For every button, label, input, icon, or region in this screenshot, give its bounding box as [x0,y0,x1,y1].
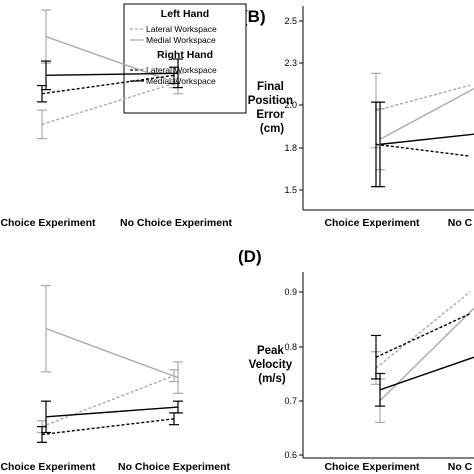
panel-label-d: (D) [238,247,262,266]
series-line-right-hand-lateral-workspace [41,74,175,95]
y-tick-label: 0.8 [284,342,297,352]
y-axis-title-b-line: Position [248,95,293,107]
series-line-left-hand-lateral-workspace [375,84,471,112]
series-line-right-hand-lateral-workspace [41,418,175,436]
series-line-left-hand-lateral-workspace [375,291,471,369]
x-category-label: No C [448,217,473,229]
y-axis-title-b-line: Final [257,81,284,93]
x-category-label: No C [448,461,473,473]
y-tick-label: 1.5 [284,185,297,195]
y-tick-label: 0.6 [284,450,297,460]
legend-label-right-medial: Medial Workspace [146,76,216,86]
series-line-left-hand-lateral-workspace [41,375,175,428]
legend-heading-right-hand: Right Hand [157,49,213,61]
x-category-label: Choice Experiment [0,217,96,229]
series-line-right-hand-medial-workspace [45,72,179,77]
series-line-left-hand-medial-workspace [45,327,179,379]
series-line-right-hand-lateral-workspace [375,313,471,358]
legend-heading-left-hand: Left Hand [161,8,209,20]
y-axis-title-d: Peak Velocity (m/s) [249,345,296,385]
y-tick-label: 2.5 [284,16,297,26]
x-category-label: Choice Experiment [0,461,96,473]
legend-box [123,3,247,114]
x-category-label: No Choice Experiment [120,217,233,229]
x-category-label: Choice Experiment [324,461,420,473]
series-line-right-hand-medial-workspace [379,356,474,391]
series-line-right-hand-lateral-workspace [375,143,471,157]
y-tick-label: 0.9 [284,287,297,297]
series-line-left-hand-medial-workspace [379,87,474,140]
series-line-left-hand-lateral-workspace [41,82,175,125]
y-axis-title-d-line: Peak [257,345,284,357]
y-tick-label: 1.8 [284,143,297,153]
legend: Left Hand Lateral Workspace Medial Works… [123,3,247,114]
series-line-right-hand-medial-workspace [379,133,474,146]
legend-label-right-lateral: Lateral Workspace [146,65,217,75]
legend-label-left-medial: Medial Workspace [146,35,216,45]
y-axis-title-b-line: Error [256,109,285,121]
y-axis-title-b-line: (cm) [260,123,284,135]
series-line-left-hand-medial-workspace [379,307,474,402]
panel-label-b: (B) [242,7,266,26]
y-axis-title-d-line: Velocity [249,359,293,371]
y-tick-label: 2.0 [284,100,297,110]
x-category-label: No Choice Experiment [118,461,231,473]
series-line-right-hand-medial-workspace [45,406,179,418]
x-category-label: Choice Experiment [324,217,420,229]
y-tick-label: 0.7 [284,396,297,406]
y-axis-title-b: Final Position Error (cm) [248,81,297,135]
y-tick-label: 2.3 [284,58,297,68]
legend-label-left-lateral: Lateral Workspace [146,24,217,34]
y-axis-title-d-line: (m/s) [258,373,286,385]
series-line-left-hand-medial-workspace [45,35,179,85]
